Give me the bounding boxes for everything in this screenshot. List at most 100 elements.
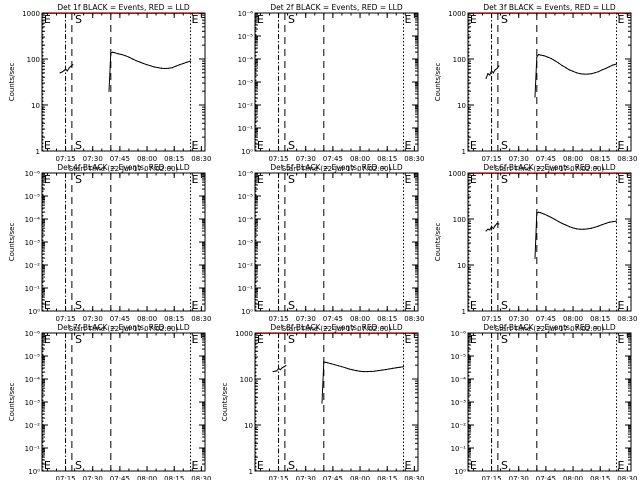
- data-point: [489, 74, 491, 76]
- y-tick-label: 10⁻⁵: [25, 193, 41, 201]
- x-tick-label: 07:45: [110, 475, 130, 480]
- data-point: [550, 216, 552, 219]
- y-tick-label: 10: [457, 262, 466, 270]
- data-point: [534, 257, 536, 259]
- event-marker: E: [44, 173, 51, 186]
- data-point: [110, 52, 112, 54]
- event-marker: E: [192, 333, 199, 346]
- y-tick-label: 10⁻²: [238, 102, 254, 110]
- data-point: [615, 63, 618, 65]
- data-point: [59, 72, 61, 74]
- y-tick-label: 10⁻³: [238, 239, 254, 247]
- panel-title: Det 8f BLACK = Events, RED = LLD: [270, 323, 403, 332]
- data-point: [277, 367, 280, 369]
- data-point: [496, 67, 498, 70]
- chart-panel: Det 3f BLACK = Events, RED = LLD 1 10 100 10…: [434, 3, 637, 173]
- data-point: [568, 226, 571, 228]
- event-marker: E: [192, 13, 199, 26]
- data-point: [168, 67, 170, 69]
- data-point: [281, 367, 283, 369]
- x-tick-label: 08:15: [377, 155, 397, 163]
- plot-frame: [41, 332, 206, 472]
- data-point: [392, 367, 394, 369]
- data-point: [186, 61, 188, 63]
- data-point: [150, 65, 152, 67]
- y-tick-label: 1: [249, 468, 253, 476]
- data-point: [576, 228, 578, 230]
- event-marker: E: [44, 299, 51, 312]
- data-point: [543, 213, 545, 215]
- event-marker: E: [405, 299, 412, 312]
- chart-panel: Det 1f BLACK = Events, RED = LLD 1 10 100 10…: [8, 3, 211, 173]
- x-tick-label: 08:00: [137, 315, 157, 323]
- event-marker: E: [470, 459, 477, 472]
- y-tick-label: 10⁻⁵: [25, 353, 41, 361]
- data-point: [395, 367, 397, 369]
- x-tick-label: 07:15: [55, 155, 75, 163]
- data-point: [554, 60, 556, 62]
- plot-frame: [254, 12, 419, 152]
- event-marker: E: [192, 139, 199, 152]
- data-point: [370, 370, 372, 373]
- y-tick-label: 10⁻⁶: [238, 170, 254, 178]
- y-tick-label: 10⁻⁶: [25, 330, 41, 338]
- y-tick-label: 10⁻⁵: [238, 33, 254, 41]
- y-tick-label: 10⁰: [28, 468, 40, 476]
- data-point: [485, 230, 487, 232]
- data-point: [612, 220, 614, 223]
- x-tick-label: 08:00: [137, 155, 157, 163]
- data-point: [164, 67, 166, 70]
- y-tick-label: 10⁻⁴: [238, 216, 254, 224]
- chart-panel: Det 5f BLACK = Events, RED = LLD 10⁰ 10⁻¹ 1…: [238, 163, 425, 333]
- data-point: [381, 369, 383, 371]
- data-point: [63, 70, 65, 72]
- event-marker: E: [618, 459, 625, 472]
- x-tick-label: 08:30: [617, 475, 637, 480]
- event-marker: S: [501, 333, 508, 346]
- data-point: [494, 224, 496, 227]
- y-tick-label: 10⁻⁴: [451, 376, 467, 384]
- x-tick-label: 07:45: [323, 155, 343, 163]
- data-point: [605, 222, 607, 225]
- y-tick-label: 10⁰: [454, 468, 466, 476]
- x-tick-label: 07:45: [110, 155, 130, 163]
- plot-frame: [254, 172, 419, 312]
- data-point: [490, 70, 493, 72]
- x-tick-label: 08:30: [191, 315, 211, 323]
- data-point: [538, 211, 540, 213]
- event-marker: E: [470, 299, 477, 312]
- data-point: [124, 55, 126, 57]
- y-tick-label: 10⁻¹: [238, 285, 254, 293]
- data-point: [565, 224, 567, 226]
- x-tick-label: 07:30: [296, 155, 316, 163]
- plot-frame: [467, 172, 632, 312]
- panel-title: Det 3f BLACK = Events, RED = LLD: [483, 3, 616, 12]
- data-point: [583, 73, 585, 75]
- event-marker: S: [75, 13, 82, 26]
- data-point: [68, 67, 70, 69]
- x-tick-label: 08:30: [404, 155, 424, 163]
- data-point: [139, 61, 141, 63]
- data-point: [373, 370, 376, 372]
- data-point: [334, 364, 336, 366]
- x-tick-label: 08:00: [137, 475, 157, 480]
- chart-panel: Det 4f BLACK = Events, RED = LLD 10⁰ 10⁻¹ 1…: [8, 163, 211, 333]
- events-series-line: [272, 361, 404, 404]
- y-tick-label: 100: [27, 56, 40, 64]
- data-point: [579, 228, 581, 230]
- data-point: [108, 90, 110, 92]
- data-point: [283, 366, 285, 368]
- data-point: [557, 62, 560, 64]
- data-point: [157, 67, 159, 69]
- data-point: [142, 62, 145, 65]
- data-point: [337, 365, 339, 367]
- chart-panel: Det 9f BLACK = Events, RED = LLD 10⁰ 10⁻¹ 1…: [451, 323, 638, 480]
- data-point: [561, 64, 563, 67]
- y-tick-label: 10⁻⁴: [25, 216, 41, 224]
- event-marker: S: [75, 299, 82, 312]
- y-tick-label: 100: [453, 56, 466, 64]
- event-marker: S: [75, 333, 82, 346]
- panel-title: Det 2f BLACK = Events, RED = LLD: [270, 3, 403, 12]
- data-point: [171, 67, 173, 69]
- x-tick-label: 07:45: [323, 475, 343, 480]
